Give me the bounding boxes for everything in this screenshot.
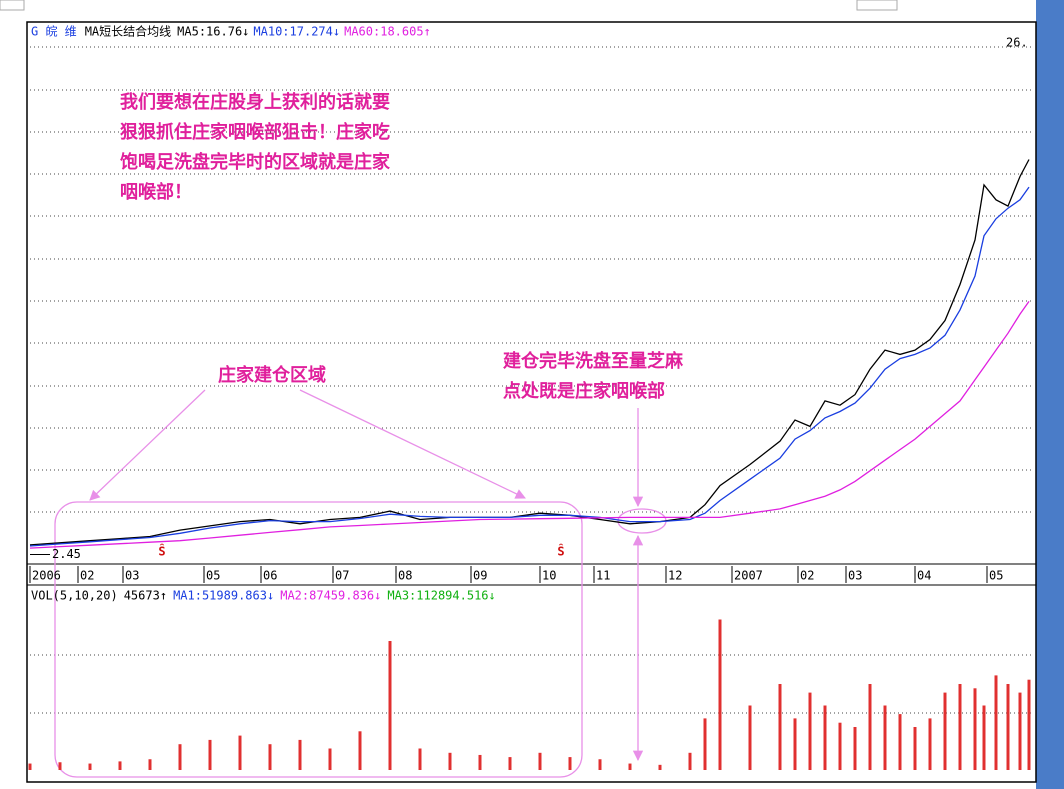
volume-bar: [268, 744, 272, 770]
side-strip: [1036, 0, 1064, 789]
volume-bar: [178, 744, 182, 770]
volume-bar: [148, 759, 152, 770]
x-tick-label: 09: [473, 569, 487, 583]
volume-bar: [823, 705, 827, 770]
signal-marker: Ŝ: [557, 544, 564, 559]
x-tick-label: 2006: [32, 569, 61, 583]
legend-entry: MA2:87459.836↓: [280, 589, 381, 603]
legend-entry: MA10:17.274↓: [253, 25, 340, 39]
volume-bar: [982, 705, 986, 770]
volume-bar: [898, 714, 902, 770]
grid-group: [30, 46, 1034, 714]
volume-bar: [118, 761, 122, 770]
volume-bar: [298, 739, 302, 770]
ma-line: [29, 186, 1030, 547]
volume-bar: [1018, 692, 1022, 770]
x-tick-label: 11: [596, 569, 610, 583]
volume-bar: [628, 763, 632, 770]
corner-tab: [0, 0, 25, 11]
legend-entry: VOL(5,10,20): [31, 589, 118, 603]
x-tick-label: 08: [398, 569, 412, 583]
x-tick-label: 02: [800, 569, 814, 583]
volume-bar: [994, 675, 998, 770]
volume-bar: [328, 748, 332, 770]
ma-line: [29, 301, 1030, 549]
annotation: 狠狠抓住庄家咽喉部狙击！庄家吃: [120, 121, 390, 143]
annotation: 咽喉部！: [120, 181, 192, 203]
arrow: [89, 389, 206, 501]
annotation: 庄家建仓区域: [218, 364, 326, 386]
corner-tab: [856, 0, 898, 11]
x-tick-label: 12: [668, 569, 682, 583]
legend-entry: 45673↑: [124, 589, 167, 603]
volume-bar: [658, 764, 662, 770]
volume-bar: [1027, 679, 1031, 770]
x-tick-label: 05: [989, 569, 1003, 583]
volume-bar: [88, 763, 92, 770]
highlight-box: [54, 501, 583, 778]
volume-bar: [598, 759, 602, 770]
arrow: [299, 389, 526, 499]
annotation: 我们要想在庄股身上获利的话就要: [120, 91, 390, 113]
legend-entry: MA5:16.76↓: [177, 25, 249, 39]
legend-entry: MA短长结合均线: [85, 24, 171, 39]
low-label: 2.45: [52, 547, 81, 561]
volume-bar: [718, 619, 722, 770]
annotation: 建仓完毕洗盘至量芝麻: [503, 350, 684, 372]
volume-bar: [358, 731, 362, 770]
volume-bar: [688, 752, 692, 770]
volume-bar: [58, 762, 62, 770]
volume-bar: [568, 757, 572, 770]
signal-marker: Ŝ: [158, 544, 165, 559]
volume-bar: [928, 718, 932, 770]
x-tick-label: 2007: [734, 569, 763, 583]
x-tick-label: 06: [263, 569, 277, 583]
annotation: 饱喝足洗盘完毕时的区域就是庄家: [120, 151, 391, 173]
volume-bar: [388, 641, 392, 770]
x-tick-label: 02: [80, 569, 94, 583]
volume-bar: [418, 748, 422, 770]
volume-bar: [508, 757, 512, 770]
volume-bar: [883, 705, 887, 770]
plot: G 皖 维 MA短长结合均线 MA5:16.76↓ MA10:17.274↓ MA60:…: [28, 24, 1031, 770]
annotation: 点处既是庄家咽喉部: [503, 380, 665, 402]
volume-bar: [703, 718, 707, 770]
volume-bar: [208, 739, 212, 770]
volume-bar: [778, 684, 782, 770]
volume-bar: [238, 735, 242, 770]
volume-bar: [28, 763, 32, 770]
volume-bar: [913, 727, 917, 770]
volume-bar: [1006, 684, 1010, 770]
x-tick-label: 07: [335, 569, 349, 583]
volume-bar: [838, 722, 842, 770]
legend-entry: MA60:18.605↑: [344, 25, 431, 39]
volume-bar: [943, 692, 947, 770]
legend-entry: MA1:51989.863↓: [173, 589, 274, 603]
high-label: 26.: [1006, 36, 1028, 50]
x-tick-label: 04: [917, 569, 931, 583]
volume-bar: [853, 727, 857, 770]
volume-bar: [808, 692, 812, 770]
volume-bar: [478, 754, 482, 770]
x-tick-label: 03: [125, 569, 139, 583]
volume-bar: [448, 752, 452, 770]
volume-bar: [793, 718, 797, 770]
volume-bar: [748, 705, 752, 770]
volume-bar: [958, 684, 962, 770]
volume-bar: [868, 684, 872, 770]
legend-entry: MA3:112894.516↓: [387, 589, 495, 603]
x-tick-label: 03: [848, 569, 862, 583]
x-tick-label: 05: [206, 569, 220, 583]
volume-bar: [973, 688, 977, 770]
legend-entry: G 皖 维: [31, 25, 77, 39]
chart-frame: [26, 21, 1037, 783]
x-tick-label: 10: [542, 569, 556, 583]
volume-bar: [538, 752, 542, 770]
